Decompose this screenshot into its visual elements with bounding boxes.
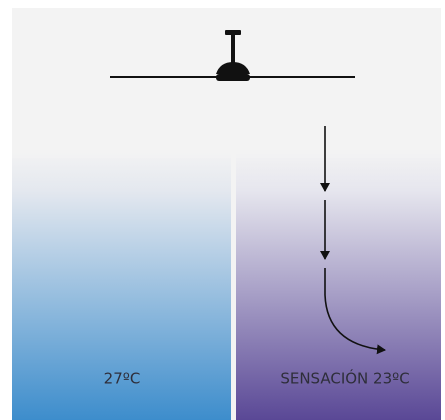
- left-panel: [12, 150, 231, 420]
- fan: [110, 30, 355, 81]
- air-arrows: [320, 126, 386, 355]
- right-panel: [236, 150, 441, 420]
- left-label: 27ºC: [104, 370, 141, 388]
- right-label: SENSACIÓN 23ºC: [280, 369, 409, 388]
